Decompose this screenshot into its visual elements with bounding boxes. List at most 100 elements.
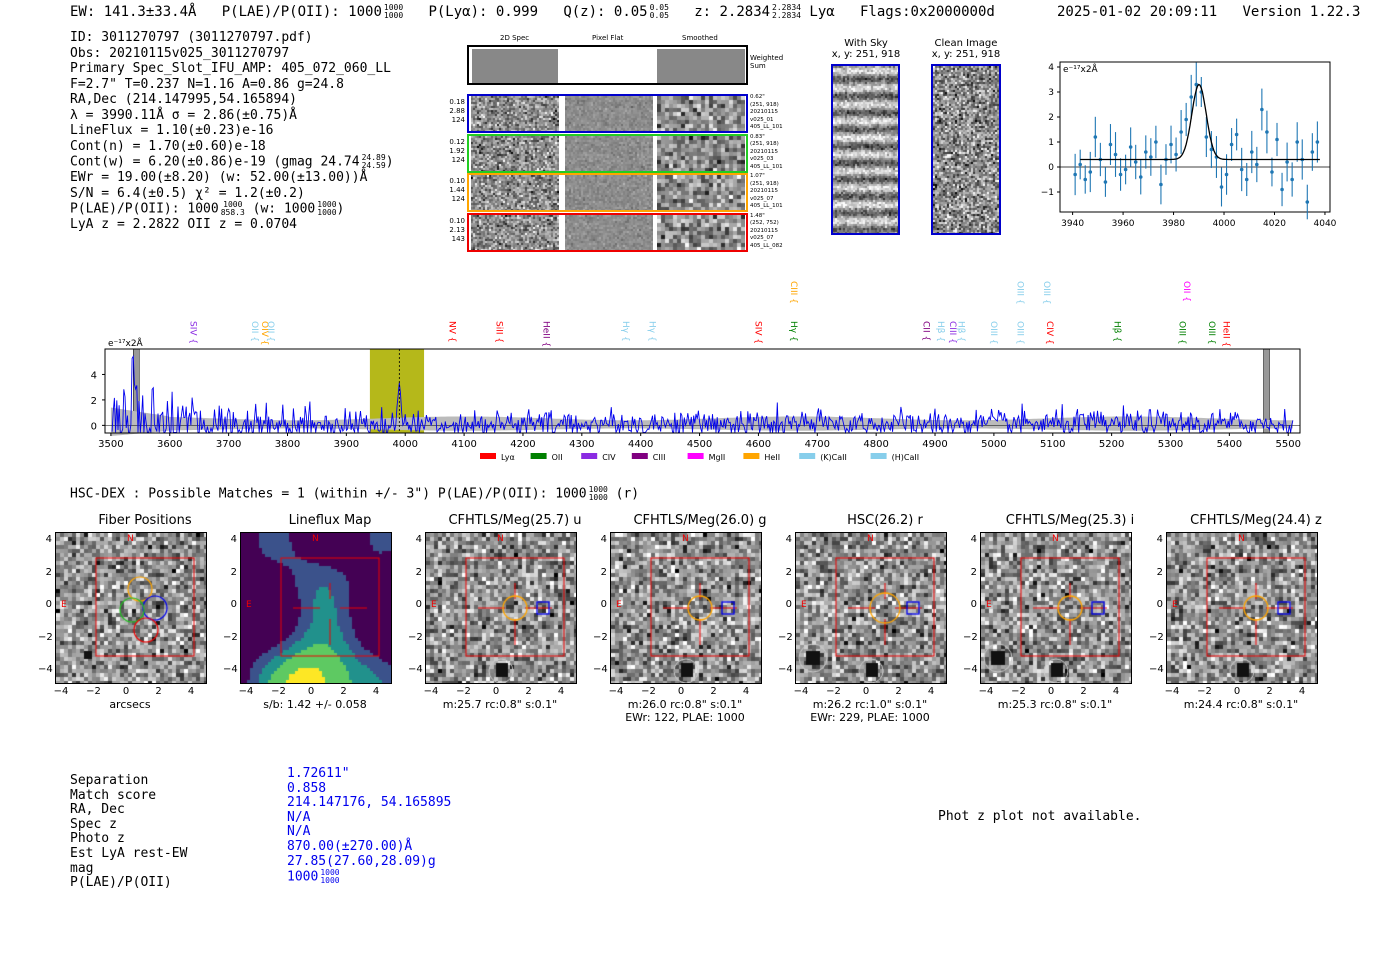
panel-xtick-label: 0 [122,686,130,697]
panel-xtick-label: 2 [895,686,902,697]
match-values: 1.72611" 0.858 214.147176, 54.165895 N/A N/A… [287,766,451,885]
panel-image [55,532,207,684]
info-contn: Cont(n) = 1.70(±0.60)e-18 [70,138,266,154]
panel-ytick-label: 2 [230,566,237,578]
panel-title: CFHTLS/Meg(24.4) z [1190,513,1322,528]
zoom-data-point [1128,145,1133,149]
zoom-ytick-label: −1 [1041,188,1054,198]
spectrum-xtick-label: 5100 [1040,439,1065,450]
zoom-ytick-label: 0 [1048,163,1054,173]
panel-xtick-label: 2 [155,686,162,697]
zoom-xtick-label: 3940 [1061,219,1084,229]
panel-xtick-label: −2 [456,686,471,697]
panel-xtick-label: −4 [793,686,809,697]
spectrum-xtick-label: 5500 [1276,439,1301,450]
spectrum-xtick-label: 4100 [451,439,476,450]
panel-xtick-label: −4 [1164,686,1180,697]
spectrum-line-label: OIII { [1014,321,1024,345]
spectrum-line-label: OII { [1181,281,1191,302]
col-title-2dspec: 2D Spec [500,34,530,42]
zoom-data-point [1073,172,1077,177]
col-title-pixelflat: Pixel Flat [592,34,624,42]
legend-swatch [631,453,648,459]
panel-title: Lineflux Map [288,513,372,528]
spectrum-frame [104,348,1301,434]
panel-ytick-label: 4 [600,534,607,545]
spectrum-xtick-label: 3800 [275,439,300,450]
panel-xtick-label: 2 [340,686,347,697]
clean-image-title: Clean Image x, y: 251, 918 [931,38,1001,60]
spectrum-line-label: HeII { [1221,321,1231,347]
east-label: E [246,600,252,610]
cutout-pixelflat [565,96,653,131]
full-spectrum-chart: e⁻¹⁷x2Å 3500 3600 3700 3800 3900 4000 4100 4200 4… [91,281,1301,462]
zoom-data-point [1179,130,1183,134]
panel-caption: m:24.4 rc:0.8" s:0.1" [1183,698,1299,711]
info-lambda: λ = 3990.11Å σ = 2.86(±0.75)Å [70,107,297,123]
cutout-pixelflat [565,175,653,210]
panel-xtick-label: 2 [1266,686,1273,697]
cutout-row [467,94,748,133]
cutout-row [467,212,748,252]
cutout-2dspec [471,175,559,210]
panel-ytick-label: 2 [600,566,607,578]
spectrum-line-label: CIII { [947,321,957,344]
zoom-ytick-label: 1 [1048,138,1054,148]
qz-fraction: 0.05 0.05 [649,3,669,20]
legend-label: (K)CaII [820,453,847,462]
legend-swatch [687,453,704,459]
panel-caption: EWr: 229, PLAE: 1000 [810,711,930,724]
spectrum-xtick-label: 3600 [157,439,182,450]
panel-ytick-label: −4 [778,664,793,675]
cutout-smoothed [657,96,745,131]
north-label: N [867,534,874,544]
zoom-data-point [1184,117,1188,122]
panel-ytick-label: 4 [785,534,792,545]
spectrum-line-label: OIV { [259,321,269,345]
panel-ytick-label: 2 [45,566,52,578]
spectrum-ytick-label: 0 [91,421,97,432]
info-radec: RA,Dec (214.147995,54.165894) [70,92,297,107]
zoom-data-point [1285,160,1289,164]
panel-ytick-label: −4 [38,664,53,675]
info-sn: S/N = 6.4(±0.5) χ² = 1.2(±0.2) [70,185,305,201]
panel-ytick-label: −2 [593,631,608,643]
match-value: 0.858 [287,780,327,796]
spectrum-ytick-label: 4 [91,370,97,381]
panel-ytick-label: 2 [970,566,977,578]
with-sky-canvas [833,66,898,233]
clean-image-canvas [933,66,999,233]
info-primary: Primary Spec_Slot_IFU_AMP: 405_072_060_L… [70,61,391,76]
panel-ytick-label: 2 [785,566,792,578]
info-contw: Cont(w) = 6.20(±0.86)e-19 (gmag 24.74 24.… [70,153,394,170]
panel-ytick-label: 2 [1156,566,1163,578]
panel-ytick-label: −2 [1149,631,1164,643]
spectrum-line-label: CII { [920,321,930,341]
zoom-xtick-label: 4000 [1213,219,1236,229]
zoom-data-point [1138,175,1143,179]
z-value: z: 2.2834 [694,4,771,20]
zoom-ytick-label: 3 [1048,88,1054,98]
spectrum-xtick-label: 4600 [746,439,771,450]
panel-ytick-label: 0 [600,599,607,610]
cutout-row-right-info: 0.62" (251, 918) 20210115 v025_01 405_LL_101 [750,94,783,130]
zoom-xtick-label: 4040 [1314,219,1337,229]
panel-ytick-label: 4 [970,534,977,545]
north-label: N [312,534,319,544]
spectrum-xtick-label: 5400 [1217,439,1242,450]
panel-title: CFHTLS/Meg(25.7) u [448,513,582,528]
zoom-ytick-label: 2 [1048,113,1054,123]
panel-ytick-label: 0 [45,599,52,610]
panel-ytick-label: 4 [1156,534,1163,545]
version: Version 1.22.3 [1242,4,1361,20]
zoom-data-point [1249,150,1254,154]
cutout-smoothed [657,214,745,250]
plya-value: P(Lyα): 0.999 [428,4,539,20]
spectrum-xtick-label: 4900 [922,439,947,450]
zoom-data-point [1108,142,1113,147]
zoom-data-point [1088,170,1093,174]
match-value: N/A [287,809,311,825]
spectrum-line-label: OIII { [1014,281,1024,305]
panel-ytick-label: −2 [778,631,793,643]
panel-image [1166,532,1318,684]
